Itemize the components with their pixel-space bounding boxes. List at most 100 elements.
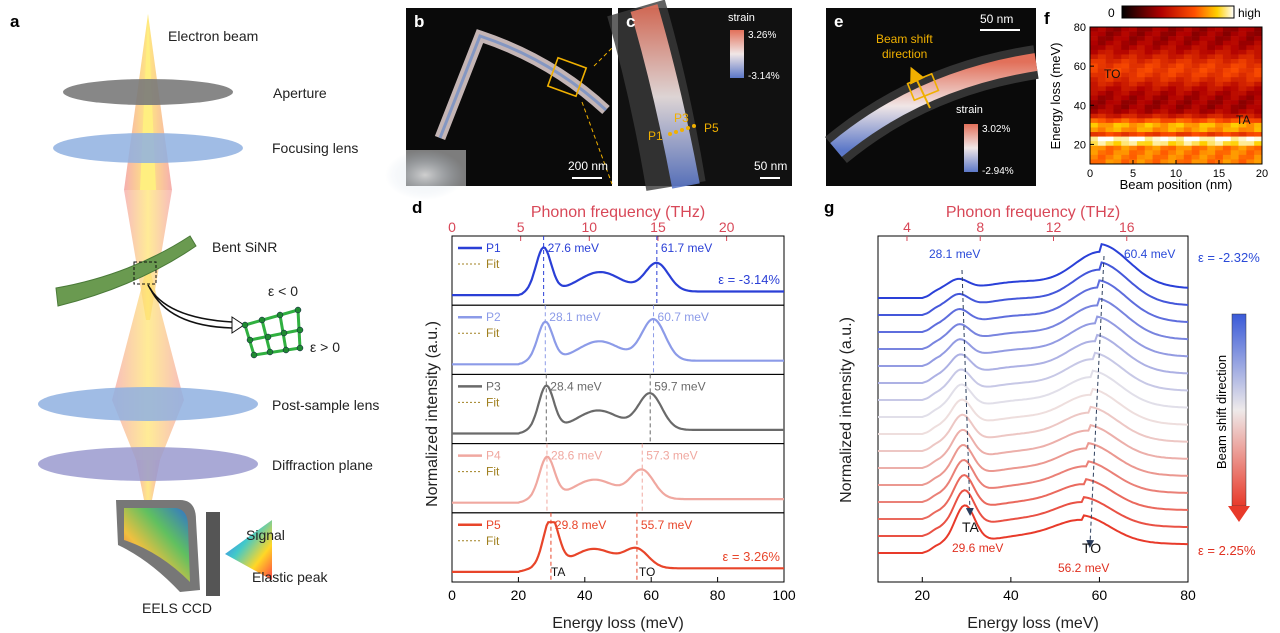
heatmap-cell xyxy=(1113,150,1122,156)
heatmap-cell xyxy=(1246,132,1255,137)
heatmap-cell xyxy=(1136,27,1146,32)
heatmap-cell xyxy=(1121,45,1130,51)
heatmap-cell xyxy=(1160,109,1169,115)
heatmap-cell xyxy=(1090,49,1099,55)
legend-max-e: 3.02% xyxy=(982,124,1010,135)
legend-min-c: -3.14% xyxy=(748,71,780,82)
beam-shift-arrow xyxy=(910,66,931,109)
heatmap-cell xyxy=(1215,45,1224,51)
heatmap-cell xyxy=(1090,27,1099,32)
g-top-tick-label: 12 xyxy=(1046,219,1062,235)
heatmap-cell xyxy=(1129,104,1138,110)
heatmap-cell xyxy=(1152,72,1161,78)
heatmap-cell xyxy=(1144,90,1153,96)
heatmap-cell xyxy=(1222,159,1232,165)
heatmap-cell xyxy=(1144,49,1153,55)
heatmap-cell xyxy=(1207,113,1216,119)
d-legend-name: P2 xyxy=(486,310,501,324)
heatmap-cell xyxy=(1222,90,1232,96)
g-top-tick-label: 8 xyxy=(976,219,984,235)
heatmap-cell xyxy=(1176,77,1185,83)
heatmap-cell xyxy=(1090,109,1099,115)
heatmap-cell xyxy=(1113,49,1122,55)
heatmap-cell xyxy=(1191,154,1200,160)
heatmap-cell xyxy=(1090,36,1099,41)
heatmap-cell xyxy=(1215,145,1224,151)
heatmap-cell xyxy=(1230,58,1239,64)
heatmap-cell xyxy=(1246,58,1255,64)
heatmap-cell xyxy=(1090,40,1099,46)
heatmap-cell xyxy=(1121,68,1130,73)
scale-label-c: 50 nm xyxy=(754,159,787,173)
heatmap-cell xyxy=(1136,40,1146,46)
heatmap-cell xyxy=(1215,109,1224,115)
heatmap-cell xyxy=(1129,40,1138,46)
heatmap-cell xyxy=(1160,54,1169,60)
heatmap-cell xyxy=(1136,141,1146,147)
heatmap-cell xyxy=(1105,68,1114,73)
heatmap-xtick-label: 15 xyxy=(1213,168,1225,180)
heatmap-cell xyxy=(1215,68,1224,73)
heatmap-cell xyxy=(1121,159,1130,165)
heatmap-cell xyxy=(1230,31,1239,37)
heatmap-cell xyxy=(1191,86,1200,92)
heatmap-cell xyxy=(1176,141,1185,147)
heatmap-cell xyxy=(1183,77,1192,83)
label-bent-sinr: Bent SiNR xyxy=(212,239,277,255)
heatmap-cell xyxy=(1129,122,1138,128)
heatmap-cell xyxy=(1191,109,1200,115)
heatmap-cell xyxy=(1238,90,1247,96)
heatmap-cell xyxy=(1230,104,1239,110)
g-xtick-label: 20 xyxy=(914,587,930,603)
heatmap-cell xyxy=(1254,95,1263,101)
heatmap-cell xyxy=(1113,127,1122,133)
heatmap-cell xyxy=(1090,95,1099,101)
d-top-tick-label: 0 xyxy=(448,219,456,235)
heatmap-cell xyxy=(1168,109,1177,115)
heatmap-cell xyxy=(1176,113,1185,119)
heatmap-cell xyxy=(1176,145,1185,151)
heatmap-cell xyxy=(1152,118,1161,124)
d-spectrum-curve xyxy=(452,384,784,435)
heatmap-cell xyxy=(1238,54,1247,60)
heatmap-cell xyxy=(1222,72,1232,78)
heatmap-cell xyxy=(1144,118,1153,124)
panel-letter-b: b xyxy=(414,12,424,31)
heatmap-cell xyxy=(1176,68,1185,73)
legend-max-c: 3.26% xyxy=(748,30,776,41)
heatmap-cell xyxy=(1113,145,1122,151)
heatmap-cell xyxy=(1222,109,1232,115)
heatmap-cell xyxy=(1215,132,1224,137)
heatmap-cell xyxy=(1129,54,1138,60)
panel-f: f 0 high 0 5 10 15 20 20 40 60 80 TO TA Beam pos… xyxy=(1044,5,1268,192)
d-legend-name: P1 xyxy=(486,241,501,255)
probe-region xyxy=(133,261,157,285)
heatmap-cell xyxy=(1168,132,1177,137)
heatmap-cell xyxy=(1246,27,1255,32)
heatmap-cell xyxy=(1097,90,1106,96)
heatmap-cell xyxy=(1191,95,1200,101)
label-electron-beam: Electron beam xyxy=(168,28,258,44)
heatmap-cell xyxy=(1199,141,1208,147)
heatmap-cell xyxy=(1105,49,1114,55)
heatmap-cell xyxy=(1105,159,1114,165)
signal-fan xyxy=(225,520,272,580)
heatmap-cell xyxy=(1254,49,1263,55)
heatmap-cell xyxy=(1246,31,1255,37)
g-strain-bot: ε = 2.25% xyxy=(1198,543,1256,558)
heatmap-cell xyxy=(1121,100,1130,105)
heatmap-cell xyxy=(1152,90,1161,96)
heatmap-cell xyxy=(1246,45,1255,51)
heatmap-cell xyxy=(1121,104,1130,110)
heatmap-cell xyxy=(1238,109,1247,115)
g-to-label: TO xyxy=(1082,540,1101,556)
heatmap-cell xyxy=(1113,122,1122,128)
heatmap-cell xyxy=(1215,40,1224,46)
heatmap-cell xyxy=(1230,132,1239,137)
heatmap-cell xyxy=(1168,118,1177,124)
heatmap-cell xyxy=(1113,72,1122,78)
heatmap-cell xyxy=(1238,136,1247,142)
d-top-ticks: 0 5 10 15 20 xyxy=(448,219,735,241)
d-top-tick-label: 15 xyxy=(650,219,666,235)
heatmap-cell xyxy=(1183,36,1192,41)
